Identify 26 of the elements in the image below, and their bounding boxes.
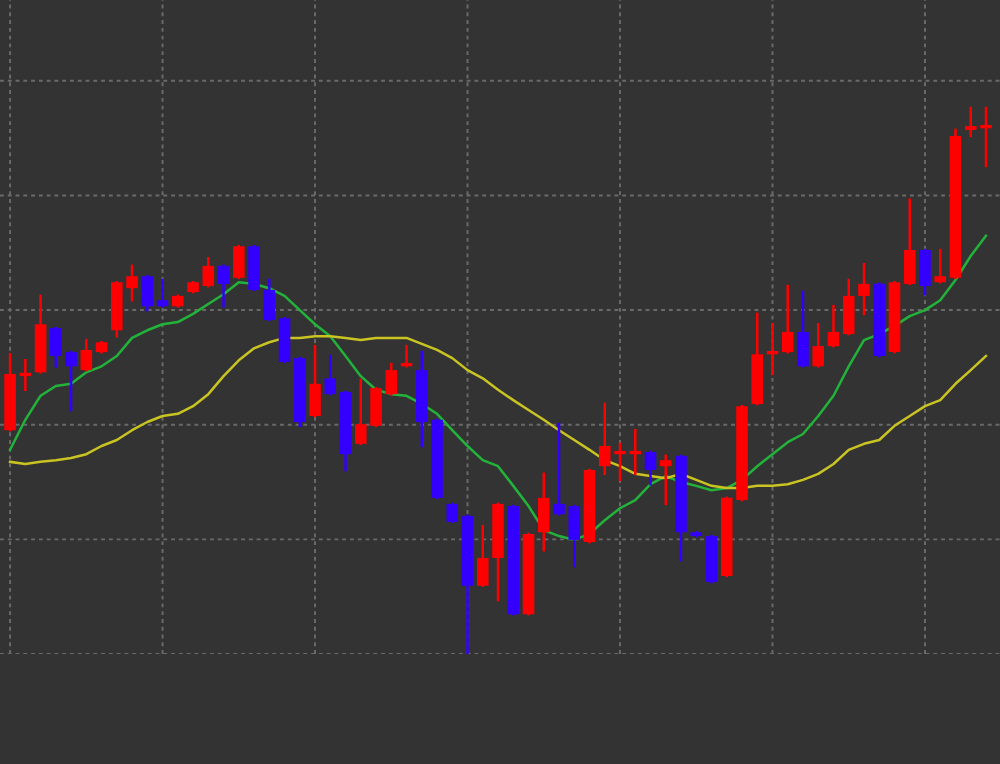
candlestick bbox=[705, 534, 718, 584]
candlestick bbox=[202, 256, 215, 288]
candlestick bbox=[858, 262, 870, 316]
candlestick bbox=[324, 354, 337, 396]
candlestick bbox=[217, 264, 230, 308]
candlestick bbox=[309, 344, 321, 418]
candlestick bbox=[156, 278, 169, 308]
candlestick bbox=[781, 284, 794, 354]
candlestick bbox=[659, 454, 672, 506]
candlestick bbox=[263, 278, 276, 322]
candlestick bbox=[812, 323, 825, 368]
candlestick bbox=[141, 274, 154, 312]
candlestick bbox=[537, 472, 550, 552]
candlestick bbox=[644, 450, 657, 486]
candlestick bbox=[278, 317, 291, 364]
candlestick bbox=[842, 278, 855, 336]
candlestick bbox=[934, 248, 947, 284]
candlestick bbox=[827, 305, 840, 348]
candlestick bbox=[797, 290, 809, 368]
candlestick bbox=[80, 338, 93, 372]
candlestick bbox=[903, 198, 916, 286]
candlestick bbox=[446, 502, 459, 524]
candlestick bbox=[248, 244, 260, 292]
candlestick bbox=[233, 244, 245, 280]
candlestick bbox=[919, 248, 931, 296]
candlestick bbox=[476, 525, 489, 588]
